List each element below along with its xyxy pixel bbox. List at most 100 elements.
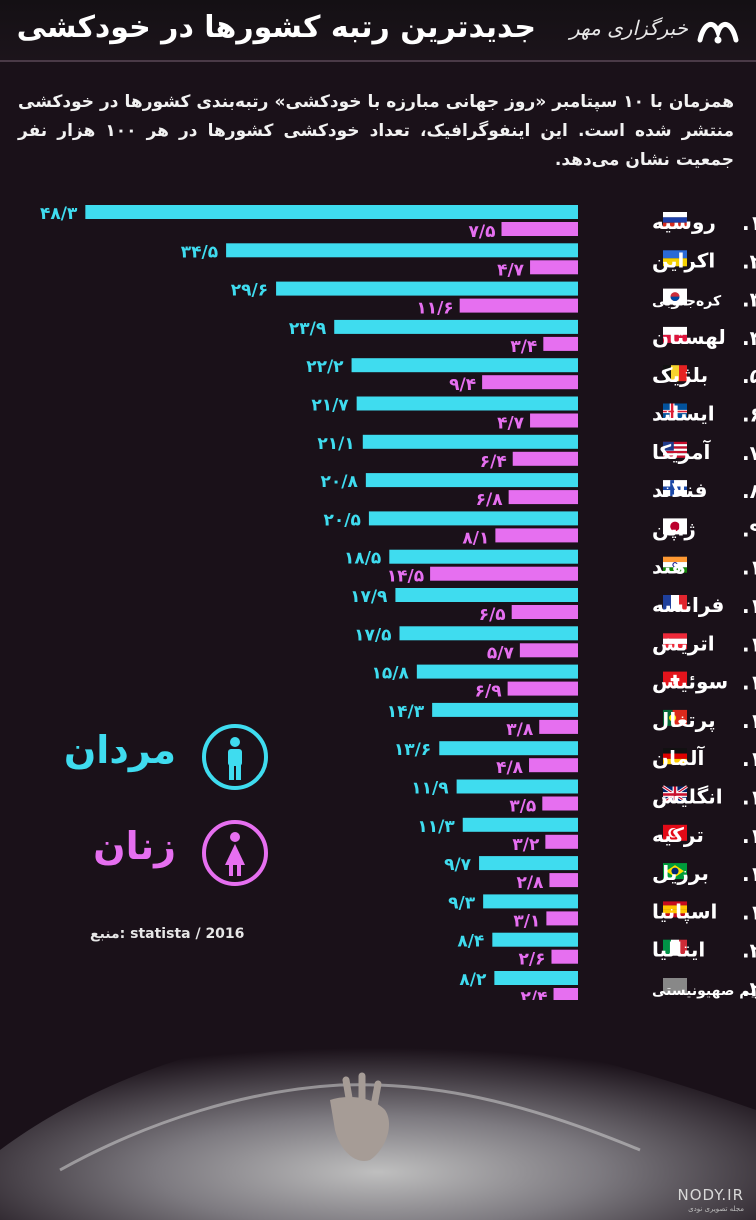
rank-label: ۱۶. [742, 786, 756, 810]
men-value-label: ۱۵/۸ [371, 664, 409, 684]
men-bar [492, 932, 578, 947]
women-bar [530, 413, 578, 428]
country-name: آمریکا [652, 439, 711, 464]
country-name: ژاپن [652, 516, 696, 541]
men-bar [483, 894, 578, 909]
rank-label: ۱. [742, 211, 756, 235]
men-bar [226, 243, 578, 258]
rank-label: ۴. [742, 326, 756, 350]
legend-men-label: مردان [63, 728, 176, 772]
rank-label: ۸. [742, 479, 756, 503]
women-bar [508, 490, 578, 505]
women-bar [539, 719, 578, 734]
men-value-label: ۲۰/۸ [320, 472, 358, 492]
men-bar [432, 702, 578, 717]
country-name: بلژیک [652, 363, 708, 387]
men-bar [276, 281, 578, 296]
portugal-flag-icon [663, 709, 687, 726]
page-title: جدیدترین رتبه کشورها در خودکشی [16, 10, 536, 45]
woman-icon [202, 820, 268, 886]
women-value-label: ۶/۹ [475, 682, 503, 702]
men-value-label: ۳۴/۵ [181, 242, 218, 262]
country-name: فرانسه [652, 593, 724, 617]
men-value-label: ۱۱/۳ [417, 817, 455, 837]
country-name: ایسلند [652, 402, 715, 426]
spain-flag-icon [663, 901, 687, 918]
iceland-flag-icon [663, 403, 687, 420]
usa-flag-icon [663, 441, 687, 458]
ukraine-flag-icon [663, 250, 687, 267]
country-name: کره‌جنوبی [652, 294, 722, 310]
uk-flag-icon [662, 785, 688, 804]
brand-name: خبرگزاری مهر [569, 16, 688, 40]
men-value-label: ۹/۷ [444, 855, 472, 875]
rank-label: ۷. [742, 441, 756, 465]
source-note: منبع: statista / 2016 [90, 926, 245, 942]
men-value-label: ۱۳/۶ [394, 740, 431, 760]
rank-label: ۱۱. [742, 594, 756, 618]
women-bar [546, 911, 578, 926]
rank-label: ۲۰. [742, 939, 756, 963]
legend-men: مردان [64, 722, 270, 792]
men-bar [416, 664, 578, 679]
women-value-label: ۵/۷ [487, 643, 515, 663]
women-bar [542, 796, 578, 811]
watermark-site: NODY.IR [677, 1186, 744, 1204]
rank-label: ۱۰. [742, 556, 756, 580]
women-bar [549, 873, 578, 888]
turkey-flag-icon [663, 824, 687, 841]
country-name: ترکیه [652, 823, 704, 847]
country-name: برزیل [652, 861, 709, 885]
men-value-label: ۴۸/۳ [40, 204, 78, 224]
poland-flag-icon [663, 326, 687, 343]
women-value-label: ۴/۷ [497, 414, 525, 434]
india-flag-icon [663, 556, 687, 573]
women-bar [519, 643, 578, 658]
women-bar [545, 834, 578, 849]
japan-flag-icon [663, 518, 687, 535]
country-name: اتریش [652, 631, 715, 655]
rank-label: ۳. [742, 288, 756, 312]
rank-label: ۶. [742, 403, 756, 427]
country-name: لهستان [652, 325, 726, 349]
women-value-label: ۶/۸ [476, 490, 504, 510]
women-value-label: ۳/۴ [510, 337, 537, 357]
women-bar [501, 222, 578, 236]
watermark-tagline: مجله تصویری نودی [688, 1205, 744, 1213]
country-name: ایتالیا [652, 938, 705, 962]
country-name: سوئیس [652, 670, 728, 694]
men-value-label: ۱۷/۹ [350, 587, 388, 607]
men-value-label: ۱۱/۹ [411, 779, 449, 799]
men-bar [85, 205, 578, 219]
women-bar [430, 566, 578, 581]
women-bar [511, 605, 578, 619]
rank-label: ۱۲. [742, 632, 756, 656]
women-bar [551, 949, 578, 964]
men-bar [462, 817, 578, 832]
women-value-label: ۷/۵ [469, 222, 496, 242]
country-name: روسیه [652, 210, 716, 234]
women-value-label: ۹/۴ [449, 375, 476, 395]
men-bar [365, 473, 578, 488]
rank-label: ۹. [742, 517, 756, 541]
intro-text: همزمان با ۱۰ سپتامبر «روز جهانی مبارزه ب… [18, 92, 735, 170]
country-name: آلمان [652, 745, 705, 770]
women-value-label: ۴/۸ [496, 758, 524, 778]
country-name: رژیم صهیونیستی [652, 983, 756, 999]
men-bar [399, 626, 578, 641]
rank-label: ۲. [742, 249, 756, 273]
women-value-label: ۱۴/۵ [387, 567, 424, 587]
women-value-label: ۴/۷ [497, 260, 525, 280]
russia-flag-icon [663, 212, 687, 228]
country-name: فنلاند [652, 478, 708, 502]
women-value-label: ۱۱/۶ [416, 299, 453, 319]
men-bar [389, 549, 578, 564]
rank-label: ۱۴. [742, 709, 756, 733]
rank-label: ۱۷. [742, 824, 756, 848]
men-value-label: ۱۷/۵ [354, 625, 391, 645]
men-value-label: ۲۰/۵ [324, 510, 361, 530]
men-bar [395, 588, 578, 602]
men-bar [479, 856, 578, 871]
israel-flag-icon [663, 978, 687, 994]
